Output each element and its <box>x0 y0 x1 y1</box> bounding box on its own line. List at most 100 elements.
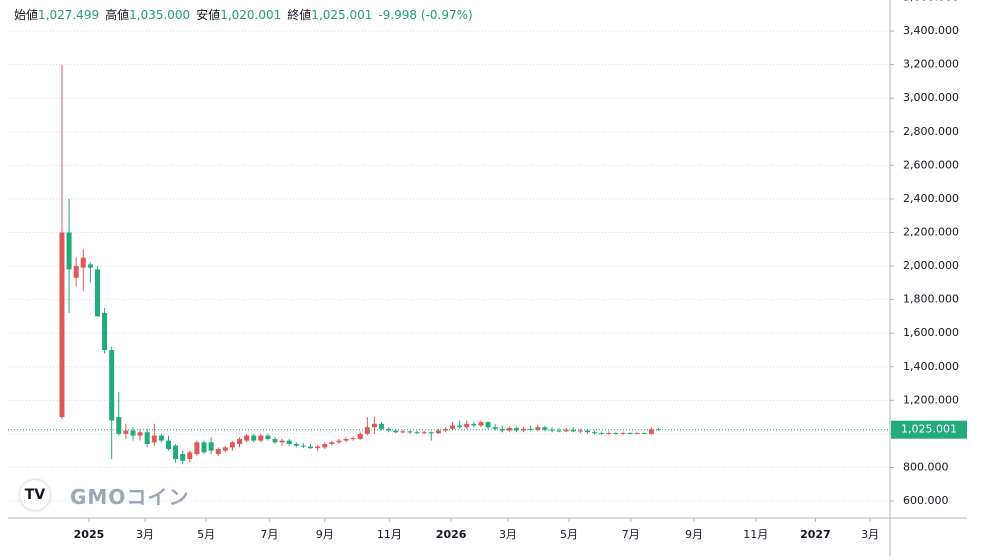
y-tick-label: 2,000.000 <box>903 259 959 272</box>
candle-body <box>343 438 349 441</box>
y-tick-label: 2,800.000 <box>903 125 959 138</box>
x-tick-label: 7月 <box>622 528 640 541</box>
candle-body <box>137 432 143 436</box>
candle-body <box>286 440 292 444</box>
x-tick-label: 7月 <box>260 528 278 541</box>
candle-body <box>237 438 243 444</box>
ohlc-label: 安値 <box>196 8 221 22</box>
candle-body <box>315 446 321 449</box>
ohlc-value: 1,035.000 <box>129 8 191 22</box>
candle-body <box>471 423 477 426</box>
candle-body <box>606 433 612 435</box>
tv-logo: TV <box>20 480 50 510</box>
x-tick-label: 5月 <box>560 528 578 541</box>
candle-body <box>272 438 278 443</box>
x-tick-label: 11月 <box>377 528 402 541</box>
candle-body <box>66 232 72 270</box>
x-tick-label: 3月 <box>136 528 154 541</box>
candle-body <box>599 433 605 435</box>
candle-body <box>229 442 235 448</box>
logo: TV GMOコイン <box>20 480 189 510</box>
candle-body <box>592 432 598 434</box>
candle-body <box>613 433 619 435</box>
y-tick-label: 3,400.000 <box>903 24 959 37</box>
candle-body <box>116 417 122 434</box>
y-tick-label: 1,600.000 <box>903 326 959 339</box>
y-tick-label: 600.000 <box>903 494 949 507</box>
candle-body <box>371 423 377 428</box>
candle-body <box>428 432 434 434</box>
candle-body <box>109 349 115 421</box>
candle-body <box>584 430 590 433</box>
candle-body <box>265 435 271 439</box>
candle-body <box>556 430 562 432</box>
candle-body <box>442 428 448 431</box>
candle-body <box>620 433 626 435</box>
candle-body <box>123 430 129 434</box>
x-tick-label: 9月 <box>685 528 703 541</box>
candle-body <box>300 445 306 447</box>
candle-body <box>464 423 470 428</box>
candle-body <box>364 427 370 434</box>
y-tick-label: 3,000.000 <box>903 91 959 104</box>
x-tick-label: 3月 <box>499 528 517 541</box>
y-tick-label: 3,200.000 <box>903 58 959 71</box>
candle-body <box>59 232 65 418</box>
candle-body <box>414 432 420 434</box>
ohlc-value: 1,025.001 <box>311 8 373 22</box>
candle-body <box>244 435 250 441</box>
candle-body <box>400 431 406 433</box>
candle-body <box>201 442 207 453</box>
candle-body <box>194 442 200 455</box>
candle-body <box>130 430 136 436</box>
candle-body <box>379 423 385 429</box>
candle-body <box>322 443 328 448</box>
change-value: -9.998 (-0.97%) <box>378 8 473 22</box>
candle-body <box>421 432 427 434</box>
candle-body <box>563 429 569 432</box>
candle-body <box>521 428 527 431</box>
candle-body <box>180 454 186 461</box>
y-tick-label: 2,200.000 <box>903 225 959 238</box>
candle-body <box>173 445 179 460</box>
candle-body <box>144 432 150 444</box>
candle-body <box>251 435 257 441</box>
brand-logo: GMOコイン <box>70 484 190 509</box>
candle-body <box>648 429 654 434</box>
x-tick-label: 5月 <box>197 528 215 541</box>
candle-body <box>641 433 647 435</box>
candle-body <box>485 422 491 428</box>
candle-body <box>336 440 342 443</box>
candle-body <box>329 442 335 444</box>
candle-body <box>293 443 299 446</box>
x-tick-label: 11月 <box>743 528 768 541</box>
x-tick-label: 2026 <box>436 528 467 541</box>
ohlc-label: 高値 <box>105 8 130 22</box>
candle-body <box>457 425 463 428</box>
candle-body <box>535 427 541 430</box>
candle-body <box>542 427 548 430</box>
y-tick-label: 3,600.000 <box>903 0 959 3</box>
y-tick-label: 1,200.000 <box>903 393 959 406</box>
candle-body <box>478 422 484 426</box>
candle-body <box>570 429 576 432</box>
y-tick-label: 2,600.000 <box>903 158 959 171</box>
candle-body <box>151 435 157 443</box>
candle-body <box>80 257 86 268</box>
candle-body <box>187 452 193 460</box>
candle-body <box>513 428 519 431</box>
candle-body <box>386 428 392 431</box>
candle-body <box>634 433 640 435</box>
last-price-label: 1,025.001 <box>901 423 957 436</box>
y-tick-label: 2,400.000 <box>903 192 959 205</box>
x-tick-label: 9月 <box>316 528 334 541</box>
candle-body <box>158 435 164 441</box>
candle-body <box>279 440 285 443</box>
candle-body <box>492 427 498 429</box>
candle-body <box>94 269 100 317</box>
candle-body <box>87 264 93 268</box>
candle-body <box>655 429 661 431</box>
candle-body <box>393 430 399 433</box>
candle-body <box>577 430 583 432</box>
candle-body <box>215 449 221 455</box>
